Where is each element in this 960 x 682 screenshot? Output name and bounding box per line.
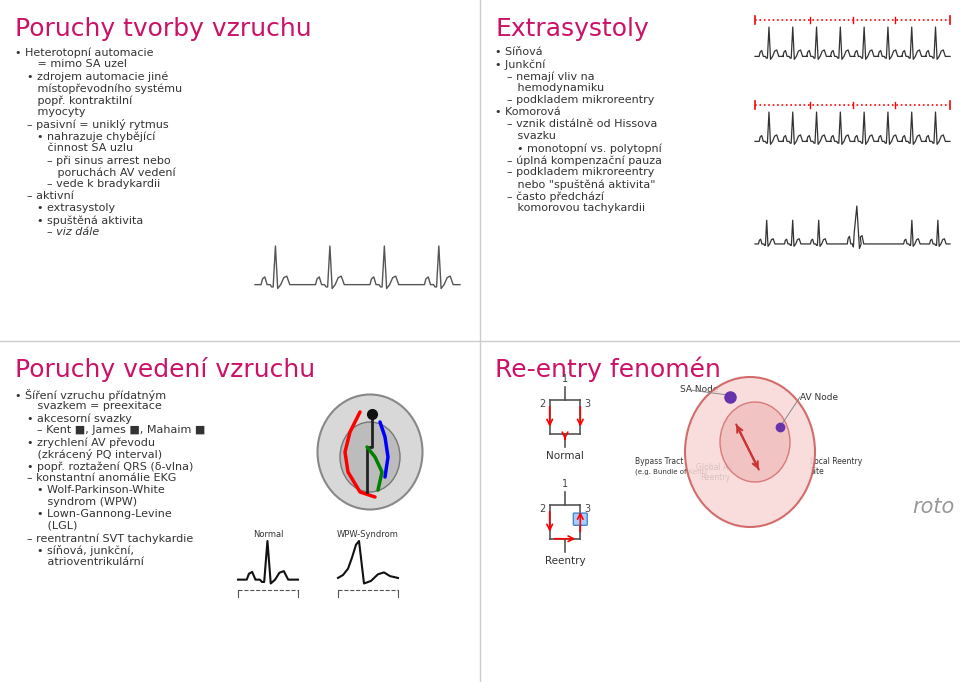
Text: Reentry: Reentry xyxy=(700,473,730,481)
Text: 2: 2 xyxy=(540,399,545,409)
Text: • akcesorní svazky: • akcesorní svazky xyxy=(27,413,132,424)
Text: poruchách AV vedení: poruchách AV vedení xyxy=(47,167,176,177)
Text: Re-entry fenomén: Re-entry fenomén xyxy=(495,357,721,383)
Text: – podkladem mikroreentry: – podkladem mikroreentry xyxy=(507,95,655,105)
Text: atrioventrikulární: atrioventrikulární xyxy=(37,557,144,567)
Text: – při sinus arrest nebo: – při sinus arrest nebo xyxy=(47,155,171,166)
Text: • zrychlení AV převodu: • zrychlení AV převodu xyxy=(27,437,155,447)
FancyBboxPatch shape xyxy=(573,513,588,525)
Text: – úplná kompenzační pauza: – úplná kompenzační pauza xyxy=(507,155,662,166)
Text: • monotopní vs. polytopní: • monotopní vs. polytopní xyxy=(517,143,661,153)
Text: • Síňová: • Síňová xyxy=(495,47,542,57)
Text: – Kent ■, James ■, Mahaim ■: – Kent ■, James ■, Mahaim ■ xyxy=(37,425,205,435)
Text: místopřevodního systému: místopřevodního systému xyxy=(27,83,182,93)
Text: – aktivní: – aktivní xyxy=(27,191,74,201)
Text: – často předchází: – často předchází xyxy=(507,191,604,201)
Text: – vede k bradykardii: – vede k bradykardii xyxy=(47,179,160,189)
Text: • Lown-Gannong-Levine: • Lown-Gannong-Levine xyxy=(37,509,172,519)
Text: – pasivní = uniklý rytmus: – pasivní = uniklý rytmus xyxy=(27,119,169,130)
Text: (zkrácený PQ interval): (zkrácený PQ interval) xyxy=(27,449,162,460)
Text: Poruchy vedení vzruchu: Poruchy vedení vzruchu xyxy=(15,357,315,382)
Text: • extrasystoly: • extrasystoly xyxy=(37,203,115,213)
Text: Local Reentry: Local Reentry xyxy=(810,458,862,466)
Ellipse shape xyxy=(685,377,815,527)
Text: • nahrazuje chybějící: • nahrazuje chybějící xyxy=(37,131,156,141)
Text: hemodynamiku: hemodynamiku xyxy=(507,83,604,93)
Text: 1: 1 xyxy=(562,479,568,489)
Text: – reentrantní SVT tachykardie: – reentrantní SVT tachykardie xyxy=(27,533,193,544)
Text: svazkem = preexitace: svazkem = preexitace xyxy=(27,401,161,411)
Text: WPW-Syndrom: WPW-Syndrom xyxy=(337,530,399,539)
Ellipse shape xyxy=(318,394,422,509)
Text: • popř. roztažení QRS (δ-vlna): • popř. roztažení QRS (δ-vlna) xyxy=(27,461,193,471)
Text: • Heterotopní automacie: • Heterotopní automacie xyxy=(15,47,154,57)
Text: • Wolf-Parkinson-White: • Wolf-Parkinson-White xyxy=(37,485,165,495)
Text: • spuštěná aktivita: • spuštěná aktivita xyxy=(37,215,143,226)
Text: – konstantní anomálie EKG: – konstantní anomálie EKG xyxy=(27,473,177,483)
Text: • síňová, junkční,: • síňová, junkční, xyxy=(37,545,134,556)
Text: 3: 3 xyxy=(585,504,590,514)
Text: 3: 3 xyxy=(585,399,590,409)
Text: – podkladem mikroreentry: – podkladem mikroreentry xyxy=(507,167,655,177)
Ellipse shape xyxy=(720,402,790,482)
Ellipse shape xyxy=(340,422,400,492)
Text: (e.g. Bundle of Kent): (e.g. Bundle of Kent) xyxy=(635,469,708,475)
Text: Normal: Normal xyxy=(252,530,283,539)
Text: AV Node: AV Node xyxy=(800,393,838,402)
Text: • Junkční: • Junkční xyxy=(495,59,545,70)
Text: Poruchy tvorby vzruchu: Poruchy tvorby vzruchu xyxy=(15,17,312,41)
Text: – viz dále: – viz dále xyxy=(47,227,99,237)
Text: myocyty: myocyty xyxy=(27,107,85,117)
Text: Bypass Tract: Bypass Tract xyxy=(635,458,684,466)
Text: = mimo SA uzel: = mimo SA uzel xyxy=(27,59,127,69)
Text: SA Node: SA Node xyxy=(680,385,718,394)
Text: roto: roto xyxy=(913,497,955,517)
Text: Reentry: Reentry xyxy=(544,556,586,566)
Text: nebo "spuštěná aktivita": nebo "spuštěná aktivita" xyxy=(507,179,656,190)
Text: syndrom (WPW): syndrom (WPW) xyxy=(37,497,137,507)
Text: Normal: Normal xyxy=(546,451,584,461)
Text: • Komorová: • Komorová xyxy=(495,107,561,117)
Text: svazku: svazku xyxy=(507,131,556,141)
Text: – nemají vliv na: – nemají vliv na xyxy=(507,71,594,82)
Text: • zdrojem automacie jiné: • zdrojem automacie jiné xyxy=(27,71,168,82)
Text: 2: 2 xyxy=(540,504,545,514)
Text: – vznik distálně od Hissova: – vznik distálně od Hissova xyxy=(507,119,658,129)
Text: činnost SA uzlu: činnost SA uzlu xyxy=(37,143,133,153)
Text: 1: 1 xyxy=(562,374,568,384)
Text: Extrasystoly: Extrasystoly xyxy=(495,17,649,41)
Text: Site: Site xyxy=(810,467,825,477)
Text: • Šíření vzruchu přídatným: • Šíření vzruchu přídatným xyxy=(15,389,166,401)
Text: komorovou tachykardii: komorovou tachykardii xyxy=(507,203,645,213)
Text: (LGL): (LGL) xyxy=(37,521,78,531)
Text: popř. kontraktilní: popř. kontraktilní xyxy=(27,95,132,106)
Text: Global AV: Global AV xyxy=(697,462,733,471)
